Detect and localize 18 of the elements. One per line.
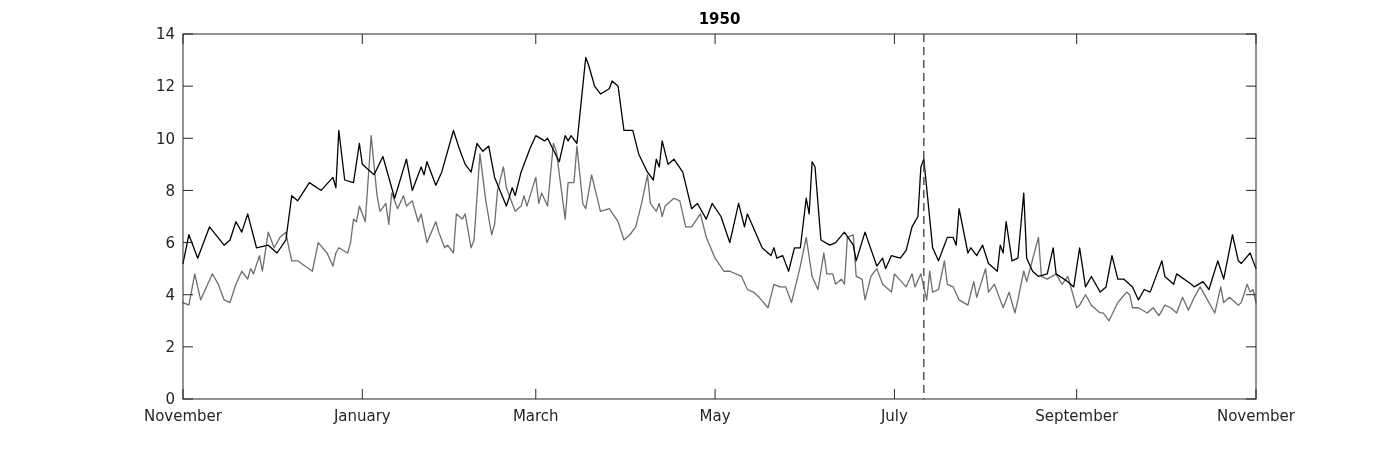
y-tick-label: 8 [165, 181, 175, 200]
x-tick-label: November [1216, 407, 1296, 425]
y-tick-label: 4 [165, 285, 175, 304]
x-tick-label: May [699, 407, 731, 425]
x-tick-label: September [1035, 407, 1119, 425]
line-series [182, 56, 1257, 301]
line-series [182, 135, 1257, 322]
y-tick-label: 12 [155, 77, 175, 96]
chart-title: 1950 [698, 10, 741, 28]
x-tick-label: July [879, 407, 909, 425]
y-tick-label: 0 [165, 390, 175, 409]
y-tick-label: 2 [165, 338, 175, 357]
x-tick-label: March [512, 407, 559, 425]
y-tick-label: 14 [155, 25, 175, 44]
y-tick-label: 6 [165, 233, 175, 252]
y-tick-label: 10 [155, 129, 175, 148]
x-tick-label: January [332, 407, 391, 425]
x-tick-label: November [143, 407, 223, 425]
